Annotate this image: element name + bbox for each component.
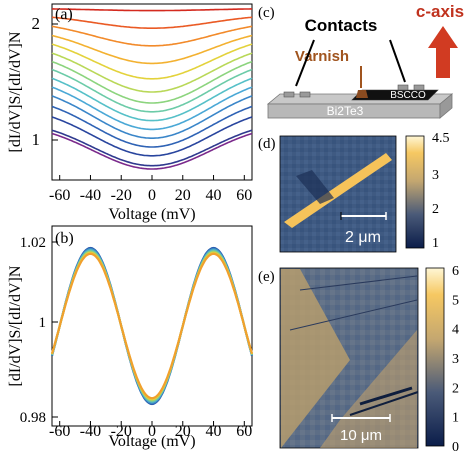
panel-d: (d) 2 μm 1 2 3 4.5: [258, 131, 450, 253]
panel-a-xtick-label: -40: [80, 187, 101, 204]
panel-a-xtick-label: 20: [175, 187, 191, 204]
contacts-label: Contacts: [305, 16, 378, 35]
panel-b-xtick-label: 0: [148, 423, 156, 440]
panel-a-xlabel: Voltage (mV): [108, 206, 195, 223]
panel-b-xtick-label: 40: [206, 423, 222, 440]
panel-a-curve: [51, 105, 253, 148]
panel-a-curve: [51, 116, 253, 157]
panel-a-xtick-label: 60: [236, 187, 252, 204]
panel-e-crack-1: [359, 386, 413, 406]
substrate-label: Bi2Te3: [327, 104, 364, 118]
panel-c-label: (c): [258, 5, 275, 21]
panel-a-curve: [51, 95, 253, 139]
panel-b-ytick-098: 0.98: [20, 410, 46, 426]
panel-b-curve: [50, 248, 254, 404]
panel-a-label: (a): [55, 6, 73, 23]
panel-a-curve: [51, 52, 253, 93]
panel-a-curve: [51, 77, 253, 122]
panel-d-cbar-tick-3: 3: [432, 168, 439, 183]
panel-a-curve: [51, 68, 253, 113]
contacts-pointer-right: [389, 39, 406, 83]
panel-c: (c) Contacts c-axis Varnish Bi2Te3 BSCCO: [258, 2, 464, 119]
panel-b-xtick-label: 60: [236, 423, 252, 440]
panel-e: (e) 10 μm 0 1 2 3 4 5 6: [258, 264, 459, 451]
panel-a-curve: [51, 16, 253, 29]
panel-e-crack-2: [349, 391, 419, 416]
panel-a-ylabel: [dI/dV]S/[dI/dV]N: [7, 31, 24, 152]
panel-e-scalebar-label: 10 μm: [340, 427, 382, 444]
panel-e-cbar-tick: 3: [452, 352, 459, 367]
contact-pad-4: [413, 84, 425, 91]
panel-b-curve: [50, 251, 254, 401]
panel-a-xticks: -60 -40 -20 0 20 40 60: [49, 175, 252, 204]
panel-a-xtick-label: -60: [49, 187, 70, 204]
contact-pad-2: [299, 91, 311, 98]
panel-e-step-1: [299, 275, 418, 291]
contacts-pointer-left: [295, 39, 315, 87]
panel-a-series: [51, 8, 253, 170]
panel-b-xlabel: Voltage (mV): [108, 433, 195, 450]
contact-pad-1: [283, 91, 295, 98]
panel-b: (b) -60 -40 -20 0 20 40 60 1.02 1 0.98 Voltage…: [7, 225, 254, 450]
panel-b-curve: [50, 246, 254, 406]
panel-d-label: (d): [258, 136, 276, 152]
panel-d-cbar-tick-1: 1: [432, 236, 439, 251]
panel-a-curve: [51, 43, 253, 80]
panel-b-xtick-label: -40: [80, 423, 101, 440]
panel-b-xtick-label: -20: [111, 423, 132, 440]
c-axis-label: c-axis: [416, 2, 464, 21]
panel-a-curve: [51, 86, 253, 131]
panel-d-cbar-tick-4: 4.5: [432, 131, 450, 146]
panel-a: (a) -60 -40 -20 0 20 40 60 1 2 Voltage (mV) [d…: [7, 3, 253, 223]
panel-d-cbar-tick-2: 2: [432, 202, 439, 217]
bscco-label: BSCCO: [390, 90, 426, 101]
panel-b-ylabel: [dI/dV]S/[dI/dV]N: [7, 265, 24, 386]
panel-b-xticks: -60 -40 -20 0 20 40 60: [49, 421, 252, 440]
panel-b-ytick-102: 1.02: [20, 235, 46, 251]
panel-e-cbar-tick: 1: [452, 411, 459, 426]
contact-pad-3: [397, 84, 409, 91]
panel-a-xtick-label: 0: [148, 187, 156, 204]
panel-e-cbar-tick: 5: [452, 293, 459, 308]
panel-a-curve: [51, 25, 253, 47]
panel-d-scalebar-label: 2 μm: [345, 229, 381, 246]
varnish-blob: [356, 90, 368, 98]
panel-a-curve: [51, 132, 253, 170]
panel-b-series: [50, 246, 254, 406]
panel-e-colorbar: [425, 267, 445, 447]
panel-b-xtick-label: -60: [49, 423, 70, 440]
panel-d-shadow: [296, 170, 334, 204]
c-axis-arrow: [428, 26, 458, 78]
panel-e-cbar-tick: 4: [452, 323, 459, 338]
panel-a-ytick-2: 2: [32, 14, 41, 33]
panel-e-cbar-tick: 6: [452, 264, 459, 279]
panel-e-cbar-tick: 0: [452, 440, 459, 451]
panel-a-ytick-1: 1: [32, 130, 41, 149]
panel-a-xtick-label: 40: [206, 187, 222, 204]
panel-b-curve: [50, 249, 254, 403]
panel-e-cbar-tick: 2: [452, 381, 459, 396]
varnish-label: Varnish: [295, 48, 349, 65]
panel-e-step-2: [289, 299, 418, 331]
panel-b-curve: [50, 250, 254, 402]
panel-a-curve: [51, 60, 253, 104]
panel-d-colorbar: [405, 135, 425, 249]
panel-e-cbar-ticks: 0 1 2 3 4 5 6: [452, 264, 459, 451]
panel-a-xtick-label: -20: [111, 187, 132, 204]
panel-e-bright-region: [281, 269, 350, 448]
substrate-side: [439, 93, 453, 119]
panel-b-xtick-label: 20: [175, 423, 191, 440]
panel-b-ytick-1: 1: [39, 315, 47, 331]
panel-d-flake: [284, 153, 392, 228]
panel-b-label: (b): [55, 230, 74, 247]
panel-a-curve: [52, 8, 252, 12]
panel-b-curve: [50, 252, 254, 400]
panel-a-curve: [51, 34, 253, 65]
panel-a-curve: [51, 129, 253, 167]
panel-e-label: (e): [258, 269, 275, 285]
